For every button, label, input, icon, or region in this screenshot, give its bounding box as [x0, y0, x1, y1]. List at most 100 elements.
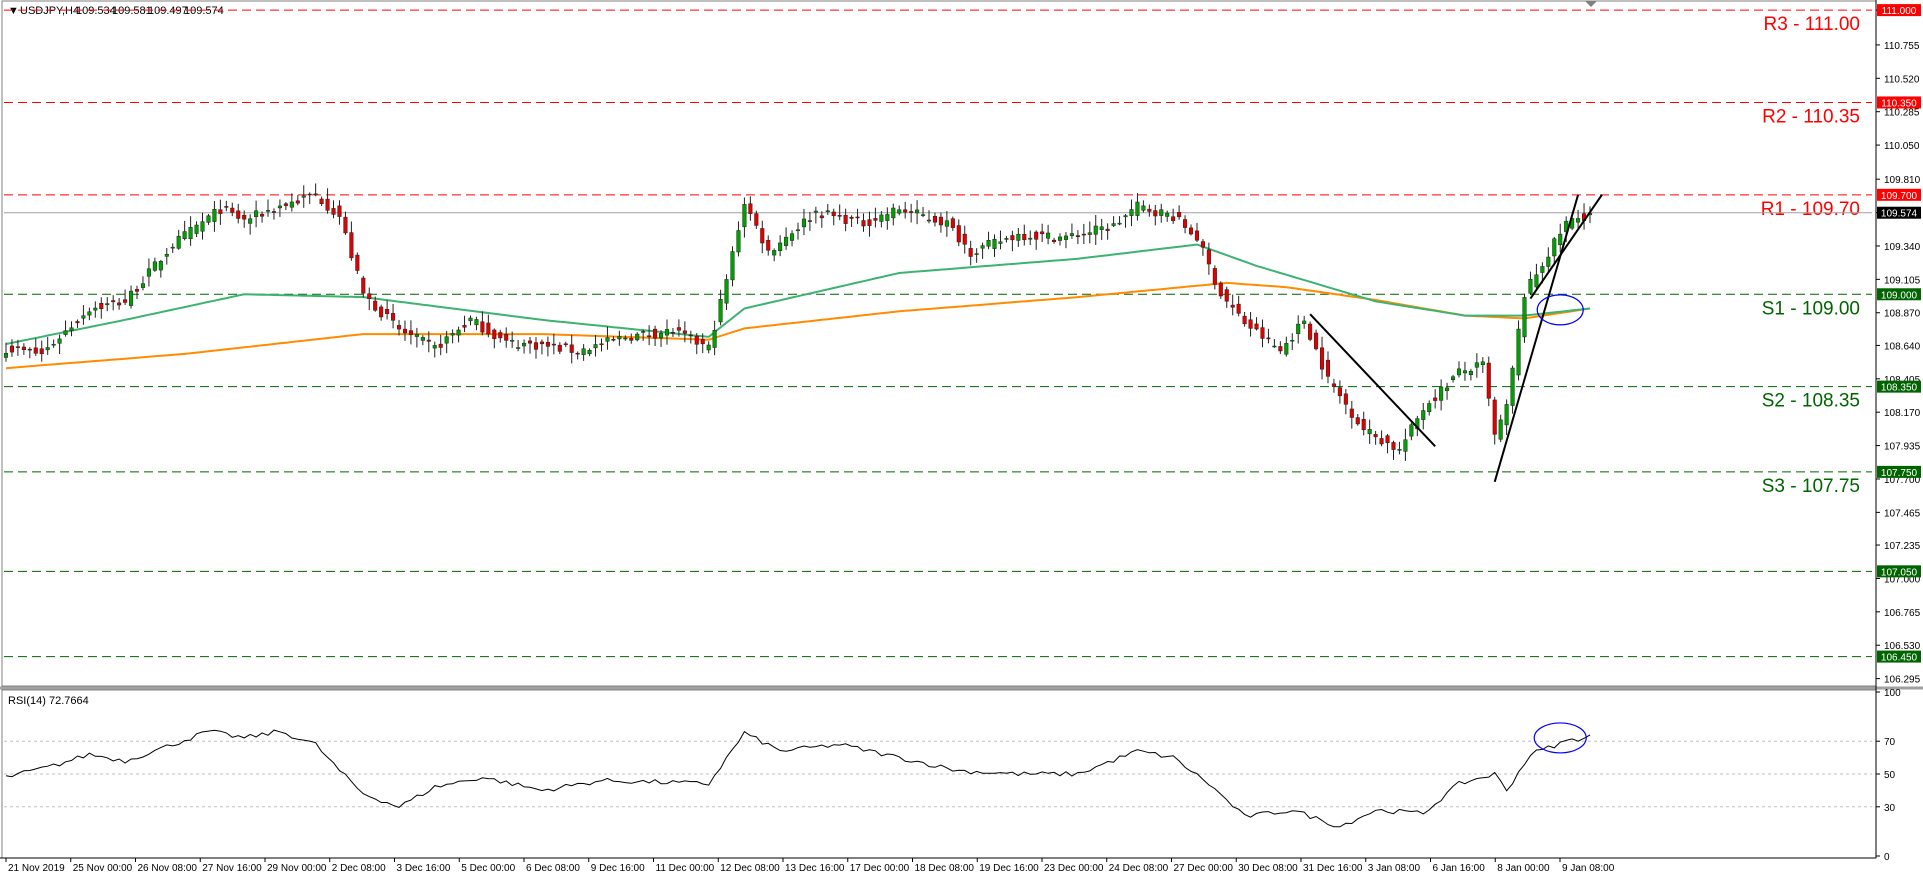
candle-body: [837, 215, 842, 217]
rsi-label: RSI(14) 72.7664: [8, 695, 89, 707]
level-price-tag-label: 108.350: [1881, 383, 1918, 394]
candle-body: [1022, 233, 1027, 241]
level-price-tag: [1877, 465, 1921, 478]
rsi-tick-label: 30: [1884, 803, 1896, 814]
candle-body: [527, 340, 533, 344]
triangle-down-icon[interactable]: [1585, 1, 1597, 7]
level-price-tag-label: 109.700: [1881, 191, 1918, 202]
rsi-highlight-circle: [1533, 722, 1587, 754]
candle-body: [682, 330, 687, 334]
candle-body: [1546, 256, 1551, 267]
candle-body: [522, 342, 527, 347]
rsi-tick-label: 50: [1884, 770, 1896, 781]
candle-body: [754, 213, 759, 226]
candle-body: [635, 333, 640, 341]
time-tick-label: 29 Nov 00:00: [267, 863, 327, 872]
candle-body: [1063, 235, 1069, 240]
ohlc-open: 109.534: [76, 5, 116, 17]
candle-body: [1016, 233, 1021, 241]
candle-body: [1034, 231, 1039, 240]
candle-body: [1141, 205, 1146, 211]
level-price-tag: [1877, 380, 1921, 393]
candle-body: [1302, 320, 1307, 324]
time-tick-label: 31 Dec 16:00: [1303, 863, 1363, 872]
candle-body: [212, 209, 217, 222]
candle-body: [825, 210, 830, 212]
time-tick-label: 13 Dec 16:00: [785, 863, 845, 872]
candle-body: [331, 208, 336, 215]
candle-body: [129, 290, 134, 306]
price-tick-label: 106.295: [1884, 675, 1921, 686]
time-tick-label: 12 Dec 08:00: [720, 863, 780, 872]
level-label: R2 - 110.35: [1762, 106, 1860, 127]
candle-body: [1093, 225, 1098, 235]
time-tick-label: 5 Dec 00:00: [461, 863, 515, 872]
candle-body: [593, 344, 598, 349]
candle-body: [1528, 279, 1533, 294]
candle-body: [611, 338, 616, 341]
candle-body: [1165, 212, 1170, 217]
ohlc-close: 109.574: [184, 5, 224, 17]
candle-body: [438, 343, 443, 348]
candle-body: [748, 203, 753, 214]
candle-body: [152, 261, 157, 271]
candle-body: [1129, 209, 1134, 216]
price-tick-label: 107.235: [1884, 541, 1921, 552]
candle-body: [1445, 387, 1450, 391]
candle-body: [468, 317, 473, 322]
price-tick-label: 108.870: [1884, 309, 1921, 320]
candle-body: [653, 328, 658, 339]
candle-body: [1552, 238, 1557, 257]
candle-body: [1266, 337, 1271, 340]
time-tick-label: 25 Nov 00:00: [73, 863, 133, 872]
candle-body: [87, 311, 92, 316]
candle-body: [1135, 201, 1140, 216]
candle-body: [599, 343, 604, 346]
candle-body: [146, 268, 151, 277]
candle-body: [1254, 323, 1259, 330]
candle-body: [1337, 387, 1342, 397]
candle-body: [1284, 343, 1289, 355]
candle-body: [99, 303, 104, 310]
candle-body: [1147, 208, 1152, 212]
price-tick-label: 107.935: [1884, 442, 1921, 453]
candle-body: [1057, 236, 1063, 241]
candle-body: [373, 300, 378, 311]
level-label: S1 - 109.00: [1762, 298, 1860, 319]
candle-body: [676, 327, 681, 331]
time-tick-label: 9 Dec 16:00: [591, 863, 645, 872]
candle-body: [385, 309, 390, 314]
rsi-tick-label: 70: [1884, 737, 1896, 748]
candle-body: [355, 254, 360, 271]
candle-body: [420, 337, 425, 341]
candle-body: [63, 330, 68, 335]
candle-body: [134, 289, 140, 292]
candle-body: [242, 214, 247, 220]
price-tick-label: 110.520: [1884, 74, 1920, 85]
candle-body: [1224, 289, 1229, 302]
candle-body: [1349, 408, 1354, 418]
candle-body: [206, 215, 211, 223]
candle-body: [218, 209, 223, 214]
candle-body: [944, 220, 949, 227]
candle-body: [75, 321, 80, 324]
candle-body: [194, 224, 199, 234]
time-tick-label: 8 Jan 00:00: [1497, 863, 1550, 872]
candle-body: [1534, 274, 1539, 288]
time-tick-label: 3 Jan 08:00: [1368, 863, 1421, 872]
candle-body: [408, 330, 413, 335]
candle-body: [1343, 393, 1348, 405]
price-tick-label: 107.700: [1884, 475, 1921, 486]
time-tick-label: 27 Dec 00:00: [1174, 863, 1234, 872]
price-tick-label: 106.765: [1884, 608, 1921, 619]
candle-body: [33, 347, 38, 354]
candle-body: [1296, 323, 1301, 335]
candle-body: [1540, 266, 1545, 273]
candle-body: [343, 216, 348, 234]
candle-body: [1272, 345, 1277, 348]
candle-body: [57, 338, 62, 344]
candle-body: [1379, 438, 1384, 445]
time-tick-label: 23 Dec 00:00: [1044, 863, 1104, 872]
